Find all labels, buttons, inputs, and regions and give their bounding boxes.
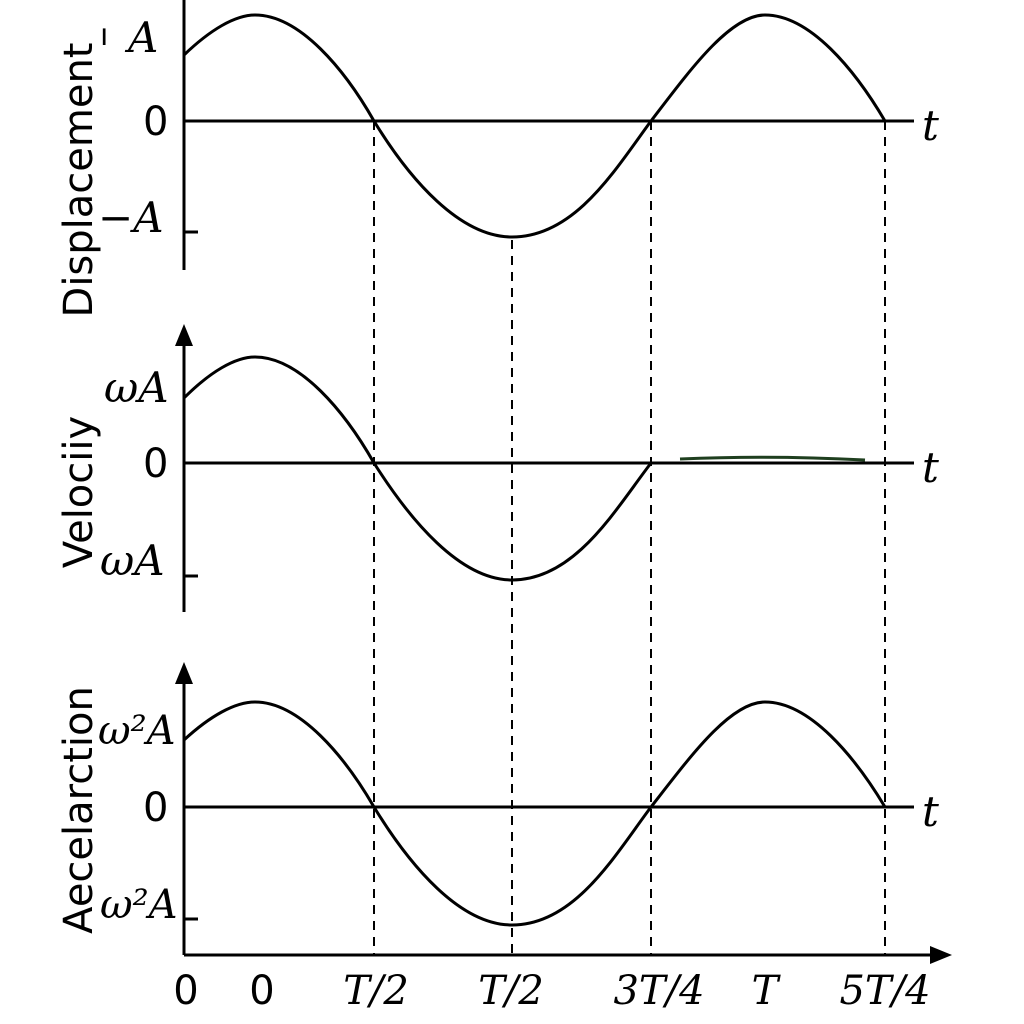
stray-line <box>679 455 866 462</box>
displacement-t-label: t <box>922 101 939 150</box>
guide-lines <box>373 121 886 955</box>
displacement-min-label: −A <box>98 193 164 242</box>
velocity-panel: Velociiy ωA 0 ωA t <box>56 324 939 612</box>
acceleration-min-label: ω²A <box>100 882 178 928</box>
acceleration-curve <box>182 700 887 927</box>
velocity-y-arrow <box>175 324 193 346</box>
acceleration-y-arrow <box>175 662 193 684</box>
velocity-t-label: t <box>922 443 939 492</box>
x-tick-label: 0 <box>173 968 198 1014</box>
displacement-top-mark: ı <box>100 18 108 53</box>
x-tick-label: T/2 <box>478 968 544 1014</box>
acceleration-axis-label: Aecelarction <box>56 686 102 934</box>
displacement-curve <box>182 13 887 239</box>
time-axis-arrow <box>930 946 952 964</box>
velocity-max-label: ωA <box>104 363 169 412</box>
x-tick-label: 0 <box>249 968 274 1014</box>
x-tick-label: 5T/4 <box>839 968 930 1014</box>
x-tick-label: T <box>752 968 782 1014</box>
x-tick-label: 3T/4 <box>613 968 704 1014</box>
velocity-curve <box>182 355 653 582</box>
x-tick-labels: 0 0 T/2 T/2 3T/4 T 5T/4 <box>173 968 930 1014</box>
x-tick-label: T/2 <box>343 968 409 1014</box>
acceleration-zero-label: 0 <box>143 785 168 831</box>
displacement-axis-label: Displacement <box>56 43 102 318</box>
time-axis <box>184 946 952 964</box>
acceleration-t-label: t <box>922 787 939 836</box>
acceleration-panel: Aecelarction ω²A 0 ω²A t <box>56 662 939 955</box>
displacement-zero-label: 0 <box>143 99 168 145</box>
displacement-max-label: A <box>124 13 158 62</box>
displacement-panel: Displacement ı A 0 −A t <box>56 0 939 317</box>
velocity-axis-label: Velociiy <box>56 416 102 568</box>
velocity-min-label: ωA <box>100 536 165 585</box>
velocity-zero-label: 0 <box>143 441 168 487</box>
acceleration-max-label: ω²A <box>98 708 176 754</box>
